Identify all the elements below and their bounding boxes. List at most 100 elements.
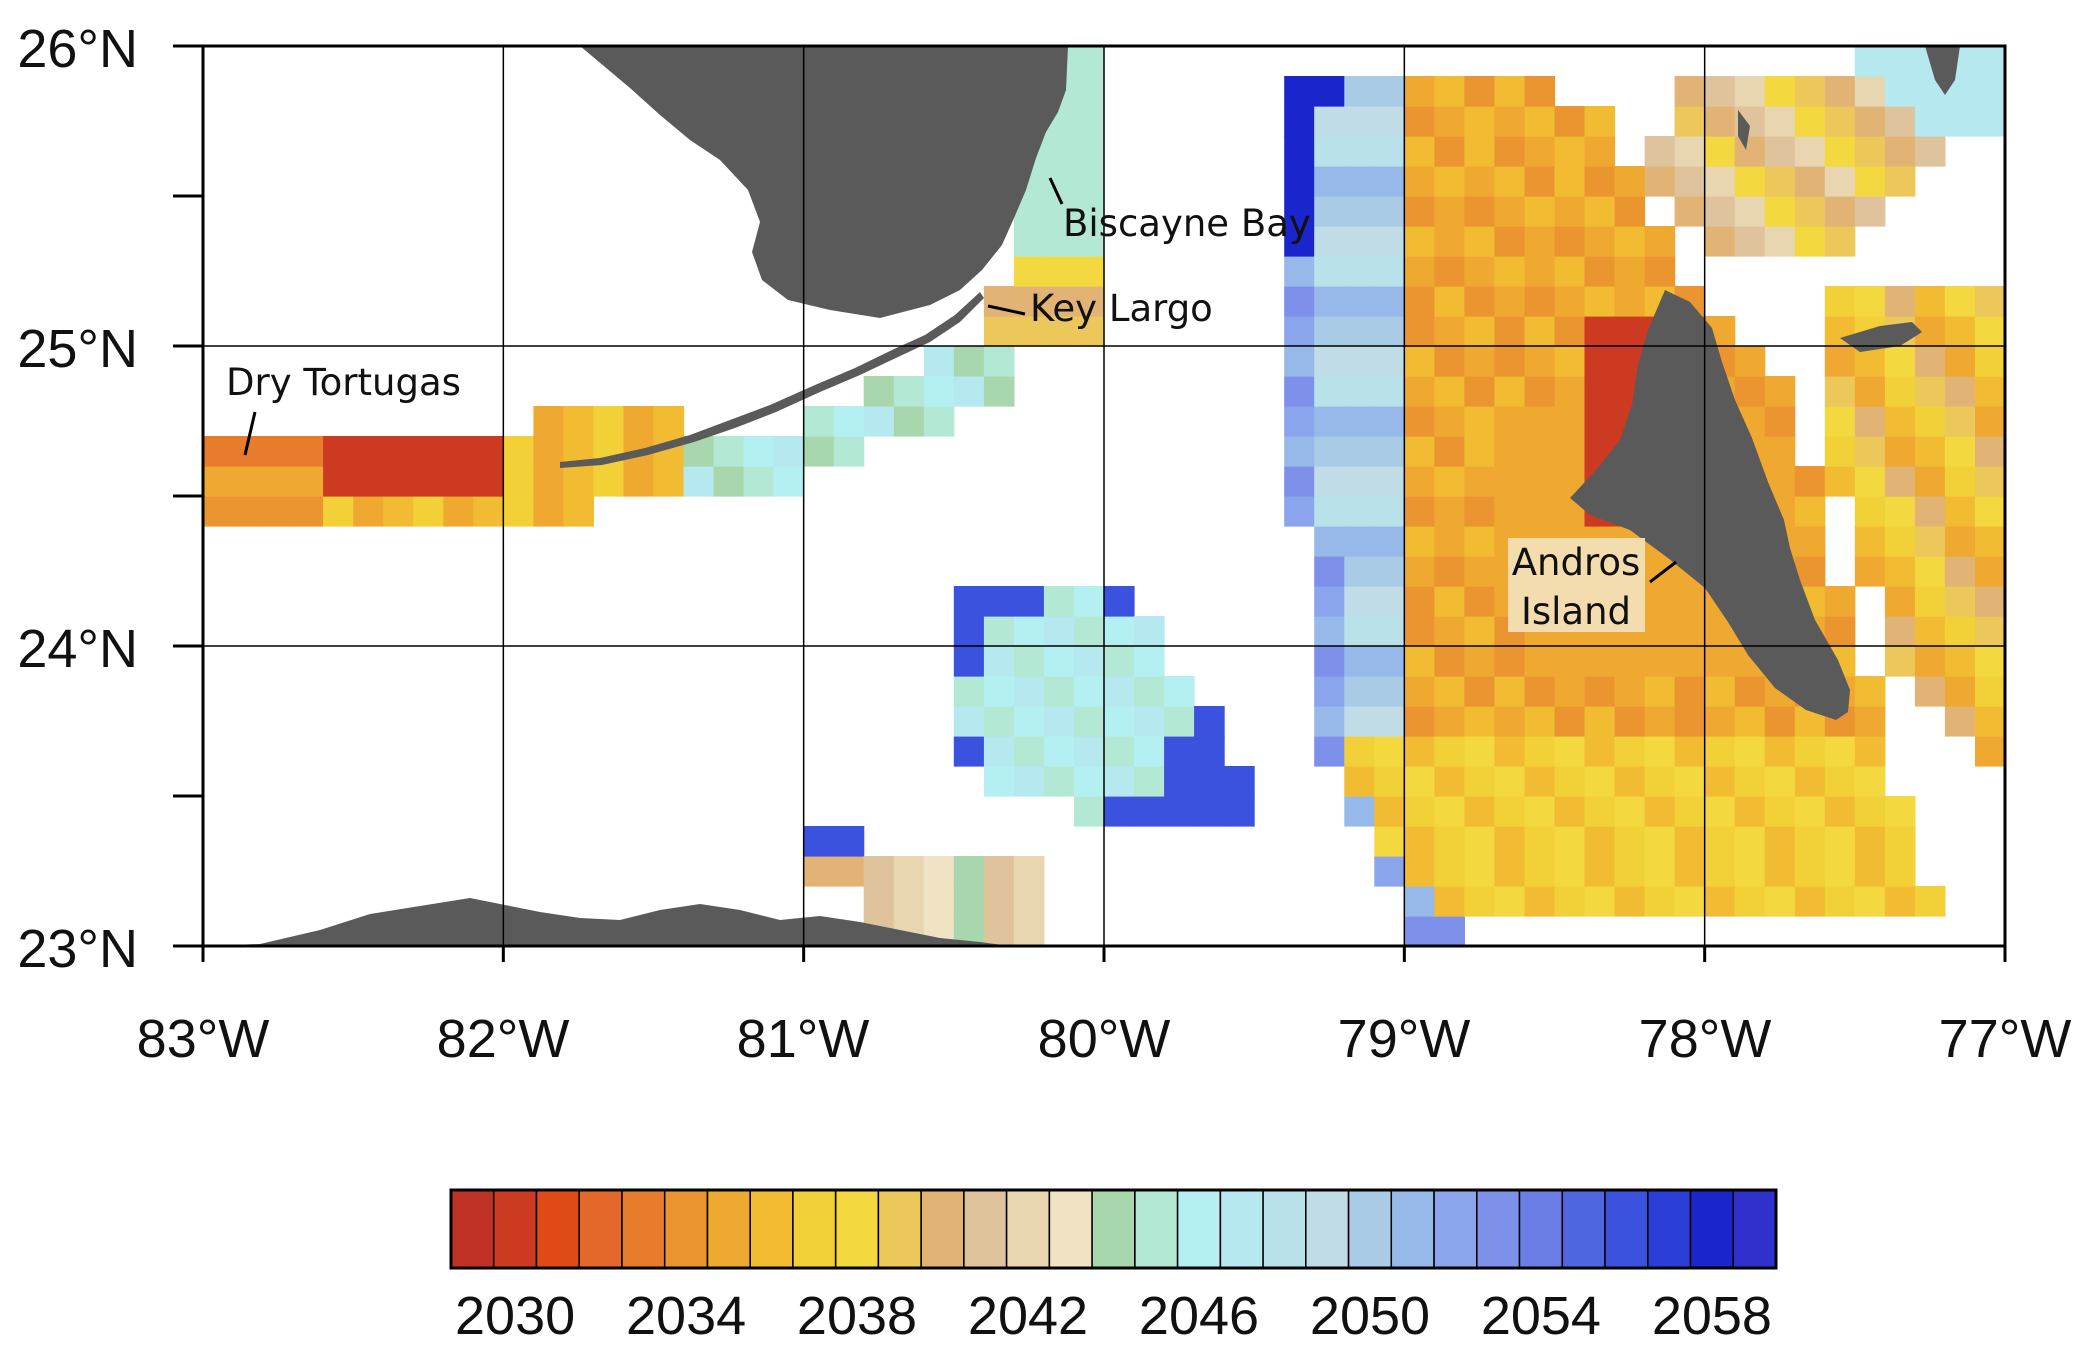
map-cell [1975,496,2006,527]
map-cell [1404,106,1435,137]
map-cell [323,496,354,527]
map-cell [1614,166,1646,197]
map-cell [1524,256,1556,287]
map-cell [1914,286,1946,317]
map-cell [1824,766,1856,797]
map-cell [1464,886,1495,917]
map-cell [623,406,655,437]
map-cell [983,376,1015,407]
map-cell [1554,406,1586,437]
map-cell [1374,196,1405,227]
map-cell [1704,226,1736,257]
map-cell [1134,646,1165,677]
map-cell [1074,796,1105,827]
map-cell [1704,796,1736,827]
map-cell [1284,256,1315,287]
map-cell [443,466,474,497]
map-cell [1494,766,1525,797]
map-cell [1464,826,1495,857]
map-cell [1074,256,1105,287]
map-cell [263,496,294,527]
map-cell [1764,376,1796,407]
map-cell [1794,226,1826,257]
map-cell [1284,466,1315,497]
map-cell [1013,586,1045,617]
colorbar-label-2058: 2058 [1652,1286,1772,1346]
map-cell [1494,286,1525,317]
map-cell [1794,526,1826,557]
map-cell [1464,286,1495,317]
map-cell [1914,406,1946,437]
map-cell [1854,766,1886,797]
map-cell [1104,586,1135,617]
map-cell [1494,466,1525,497]
map-cell [1464,466,1495,497]
andros-label-line1: Andros [1512,541,1641,584]
map-cell [353,496,384,527]
map-cell [803,436,835,467]
map-cell [1104,616,1135,647]
map-cell [1584,316,1616,347]
map-cell [833,826,865,857]
map-cell [1314,226,1345,257]
key-largo-leader [987,304,1026,316]
map-cell [1344,766,1375,797]
map-cell [1614,196,1646,227]
map-cell [833,436,865,467]
map-cell [1074,676,1105,707]
map-cell [1975,376,2006,407]
map-cell [1524,856,1556,887]
map-cell [1344,706,1375,737]
colorbar-swatch [1604,1189,1649,1269]
map-cell [1494,76,1525,107]
map-cell [1464,256,1495,287]
map-cell [353,436,384,467]
map-cell [413,496,444,527]
colorbar-swatch [1647,1189,1692,1269]
map-cell [1644,166,1676,197]
map-cell [263,466,294,497]
map-cell [1374,826,1405,857]
map-cell [1554,766,1586,797]
map-cell [503,466,534,497]
map-cell [1554,376,1586,407]
map-cell [1074,196,1105,227]
map-cell [533,406,564,437]
map-cell [953,376,985,407]
map-cell [1884,796,1916,827]
map-cell [1434,796,1465,827]
map-cell [533,496,564,527]
map-cell [1374,436,1405,467]
map-cell [1884,76,1916,107]
colorbar-swatch [535,1189,580,1269]
map-cell [1043,256,1075,287]
map-cell [1764,766,1796,797]
key-largo-label: Key Largo [1030,287,1213,330]
map-cell [1013,646,1045,677]
map-cell [1824,886,1856,917]
map-cell [1344,436,1375,467]
map-cell [1494,646,1525,677]
map-cell [803,856,835,887]
map-cell [1494,826,1525,857]
map-cell [1644,616,1676,647]
map-cell [1794,796,1826,827]
map-cell [1854,706,1886,737]
map-cell [1944,646,1976,677]
map-cell [1013,706,1045,737]
map-cell [1884,436,1916,467]
map-cell [1944,286,1976,317]
lat-label-24n: 24°N [17,619,138,679]
map-cell [923,376,955,407]
map-cell [893,376,925,407]
map-cell [1344,286,1375,317]
map-cell [1704,826,1736,857]
map-cell [953,346,985,377]
map-cell [1404,346,1435,377]
map-cell [323,436,354,467]
map-cell [1464,406,1495,437]
map-cell [1884,886,1916,917]
map-cell [1434,886,1465,917]
map-cell [1344,256,1375,287]
map-cell [1914,466,1946,497]
